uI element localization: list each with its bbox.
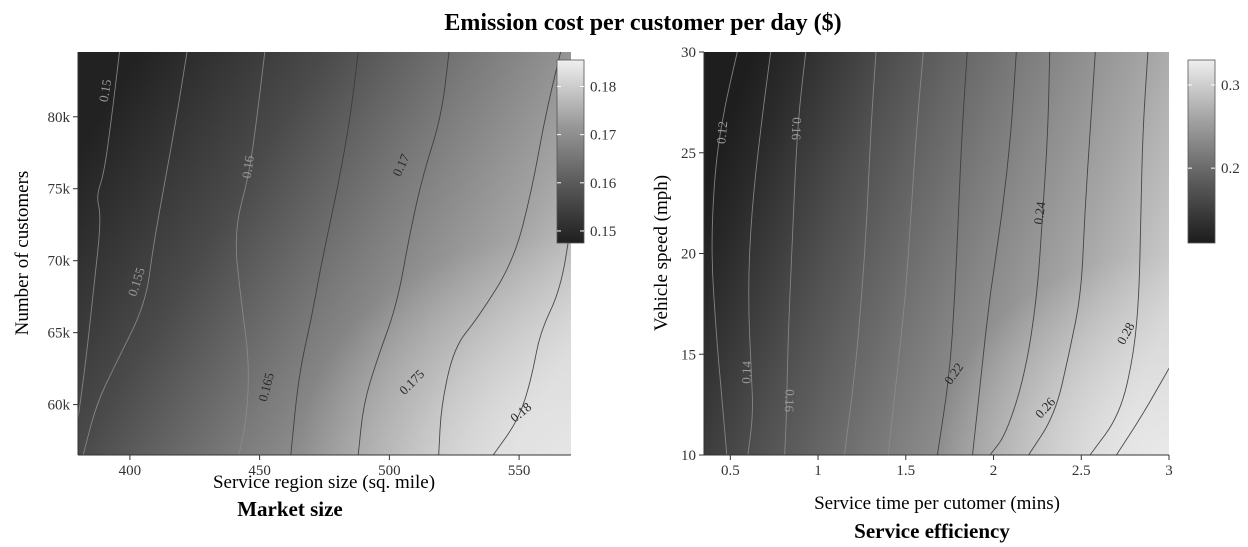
contour-label-0-16: 0.16 [239,154,257,179]
y-axis-label: Number of customers [12,171,33,336]
contour-label-0-165: 0.165 [255,371,277,403]
contour-lines [78,52,571,455]
x-tick-label: 0.5 [721,463,740,479]
colorbar [1187,59,1216,244]
contour-line-0-17 [357,52,450,455]
contour-line-0-2 [887,52,924,455]
contour-line-0-155 [82,52,188,455]
contour-line-0-12 [711,52,738,455]
y-tick-label: 80k [48,110,71,126]
x-axis-label: Service time per cutomer (mins) [814,493,1060,514]
contour-line-0-22 [936,52,968,455]
contour-label-0-15: 0.15 [96,78,115,103]
contour-line-0-26 [989,52,1051,455]
panel-subtitle: Market size [237,497,343,521]
panel-service-efficiency: 0.120.140.160.160.220.240.260.28 0.5 1 1.5… [651,45,1240,543]
contour-line-0-18 [492,224,571,455]
colorbar-ticks: 0.2 0.3 [1188,78,1240,177]
x-axis-ticks: 0.5 1 1.5 2 2.5 3 [721,455,1173,479]
y-axis-ticks: 60k 65k 70k 75k 80k [48,110,78,414]
colorbar-ticks: 0.15 0.16 0.17 0.18 [557,79,617,240]
contour-line-0-28 [1028,52,1096,455]
colorbar [556,59,585,244]
contour-line-0-14 [747,52,772,455]
contour-line-0-18 [843,52,877,455]
y-tick-label: 65k [48,326,71,342]
contour-line-0-3 [1089,52,1149,455]
contour-line-0-16 [784,52,807,455]
x-axis-label: Service region size (sq. mile) [213,472,435,493]
x-tick-label: 450 [248,463,271,479]
y-axis-label: Vehicle speed (mph) [651,175,672,331]
x-tick-label: 400 [119,463,142,479]
y-tick-label: 15 [681,347,696,363]
heatmap-highlight [78,52,571,455]
colorbar-tick-label: 0.3 [1221,78,1240,94]
contour-line-0-16 [235,52,266,455]
x-tick-label: 2 [990,463,998,479]
y-tick-label: 60k [48,398,71,414]
y-tick-label: 30 [681,45,696,61]
contour-label-0-12: 0.12 [713,120,730,144]
x-tick-label: 1.5 [896,463,915,479]
colorbar-tick-label: 0.2 [1221,161,1240,177]
contour-line-0-15 [78,52,120,420]
contour-label-0-14: 0.14 [738,360,754,384]
colorbar-tick-label: 0.18 [590,79,616,95]
colorbar-tick-label: 0.15 [590,224,616,240]
y-tick-label: 70k [48,254,71,270]
x-axis-ticks: 400 450 500 550 [119,455,531,479]
contour-label-0-24: 0.24 [1030,200,1048,225]
contour-line-0-175 [438,52,562,455]
y-tick-label: 20 [681,247,696,263]
heatmap-highlight [704,52,1169,455]
contour-line-0-165 [290,52,359,455]
contour-label-0-16: 0.16 [789,117,805,141]
x-tick-label: 3 [1165,463,1173,479]
x-tick-label: 1 [814,463,822,479]
panel-subtitle: Service efficiency [854,519,1010,543]
contour-line-0-24 [972,52,1017,455]
y-axis-ticks: 10 15 20 25 30 [681,45,704,464]
colorbar-tick-label: 0.17 [590,128,617,144]
colorbar-tick-label: 0.16 [590,176,617,192]
y-tick-label: 75k [48,182,71,198]
x-tick-label: 2.5 [1072,463,1091,479]
x-tick-label: 550 [508,463,531,479]
contour-line-0-32 [1116,368,1169,455]
y-tick-label: 25 [681,146,696,162]
y-tick-label: 10 [681,448,696,464]
contour-lines [711,52,1169,455]
contour-label-0-16: 0.16 [782,389,798,413]
figure-title: Emission cost per customer per day ($) [444,10,841,36]
x-tick-label: 500 [378,463,401,479]
